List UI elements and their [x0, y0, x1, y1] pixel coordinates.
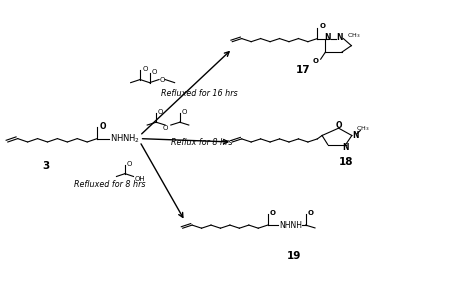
Text: 18: 18 [338, 157, 353, 167]
Text: O: O [163, 125, 168, 131]
Text: Refluxed for 8 hrs: Refluxed for 8 hrs [74, 180, 146, 189]
Text: OH: OH [135, 176, 145, 182]
Text: N: N [337, 33, 343, 42]
Text: N: N [352, 131, 359, 140]
Text: O: O [270, 210, 276, 216]
Text: O: O [160, 77, 165, 83]
Text: O: O [336, 121, 342, 130]
Text: O: O [308, 210, 314, 216]
Text: O: O [143, 66, 148, 72]
Text: 17: 17 [296, 65, 310, 75]
Text: Reflux for 8 hrs: Reflux for 8 hrs [171, 137, 232, 147]
Text: O: O [319, 23, 326, 30]
Text: 19: 19 [286, 251, 301, 262]
Text: O: O [182, 109, 187, 115]
Text: NHNH: NHNH [279, 221, 302, 229]
Text: O: O [100, 122, 107, 131]
Text: N: N [325, 33, 331, 42]
Text: CH$_3$: CH$_3$ [346, 31, 360, 40]
Text: NHNH$_2$: NHNH$_2$ [110, 132, 140, 145]
Text: O: O [152, 69, 157, 75]
Text: CH$_3$: CH$_3$ [356, 124, 369, 133]
Text: N: N [342, 143, 349, 153]
Text: O: O [127, 161, 132, 167]
Text: Refluxed for 16 hrs: Refluxed for 16 hrs [161, 89, 238, 99]
Text: 3: 3 [42, 161, 49, 171]
Text: O: O [313, 58, 319, 64]
Text: O: O [158, 109, 164, 115]
